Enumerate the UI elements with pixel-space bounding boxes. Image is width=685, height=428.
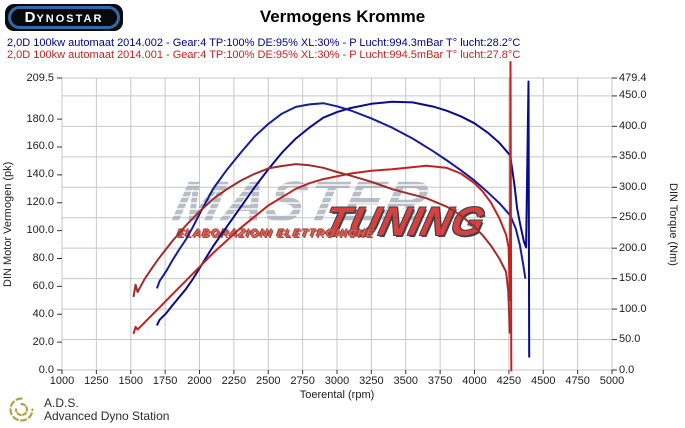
y-left-tick-label: 160.0	[26, 140, 54, 153]
y-right-tick-label: 200.0	[619, 241, 647, 254]
x-tick-label: 1000	[49, 375, 75, 387]
y-right-tick-label: 400.0	[619, 119, 647, 132]
curve-torque	[132, 163, 511, 334]
curve-power	[132, 61, 513, 372]
legend-run-2: 2,0D 100kw automaat 2014.001 - Gear:4 TP…	[7, 49, 521, 61]
y-right-tick-label: 350.0	[619, 150, 647, 163]
x-tick-label: 2500	[256, 375, 281, 387]
y-left-tick-label: 0.0	[38, 363, 54, 376]
x-tick-label: 3000	[324, 375, 350, 387]
x-tick-label: 4500	[531, 375, 556, 387]
y-left-axis-title: DIN Motor Vermogen (pk)	[2, 161, 14, 287]
ads-text-block: A.D.S. Advanced Dyno Station	[44, 395, 170, 423]
dynostar-logo: DYNOSTAR	[5, 4, 123, 31]
x-tick-label: 2750	[290, 375, 315, 387]
ads-name: Advanced Dyno Station	[44, 408, 170, 423]
x-tick-label: 3500	[393, 375, 418, 387]
run-legend: 2,0D 100kw automaat 2014.002 - Gear:4 TP…	[7, 38, 520, 62]
x-tick-label: 1750	[152, 375, 178, 387]
x-tick-label: 4250	[496, 375, 522, 387]
y-right-tick-label: 450.0	[619, 89, 647, 102]
y-left-tick-label: 209.5	[26, 71, 54, 84]
ads-footer: A.D.S. Advanced Dyno Station	[8, 396, 169, 423]
y-left-tick-label: 140.0	[26, 168, 54, 181]
y-right-tick-label: 300.0	[619, 180, 647, 193]
y-left-tick-label: 100.0	[26, 224, 54, 237]
x-tick-label: 4000	[462, 375, 487, 387]
ads-swirl-icon	[9, 397, 34, 422]
x-tick-label: 5000	[599, 375, 625, 387]
dynostar-logo-rest: YNOSTAR	[36, 13, 104, 25]
logo-fineprint: ···	[103, 28, 109, 34]
y-right-tick-label: 150.0	[619, 272, 647, 285]
x-axis-title: Toerental (rpm)	[299, 389, 375, 401]
y-left-tick-label: 60.0	[32, 279, 54, 292]
y-left-tick-label: 120.0	[26, 196, 54, 209]
x-tick-label: 3750	[427, 375, 453, 387]
dynostar-logo-d: D	[24, 9, 37, 26]
legend-run-1: 2,0D 100kw automaat 2014.002 - Gear:4 TP…	[7, 37, 521, 49]
x-tick-label: 4750	[565, 375, 590, 387]
x-tick-label: 2250	[221, 375, 247, 387]
x-tick-label: 1250	[84, 375, 109, 387]
y-right-tick-label: 50.0	[619, 333, 641, 346]
y-left-tick-label: 40.0	[32, 307, 54, 320]
ads-abbr: A.D.S.	[44, 395, 79, 410]
y-right-tick-label: 250.0	[619, 211, 647, 224]
y-left-tick-label: 20.0	[32, 335, 54, 348]
x-tick-label: 3250	[359, 375, 384, 387]
x-tick-label: 2000	[187, 375, 212, 387]
dynostar-logo-pill: DYNOSTAR	[8, 6, 120, 29]
y-right-tick-label: 0.0	[619, 363, 635, 376]
y-left-tick-label: 180.0	[26, 112, 54, 125]
dynostar-logo-text: DYNOSTAR	[25, 10, 104, 25]
y-left-tick-label: 80.0	[32, 251, 54, 264]
curve-power	[155, 80, 531, 358]
curve-torque	[155, 102, 527, 289]
y-right-axis-title: DIN Torque (Nm)	[667, 182, 679, 266]
y-right-tick-label: 100.0	[619, 302, 647, 315]
x-tick-label: 1500	[118, 375, 143, 387]
y-right-tick-label: 479.4	[619, 71, 647, 84]
page-title: Vermogens Kromme	[259, 7, 426, 26]
